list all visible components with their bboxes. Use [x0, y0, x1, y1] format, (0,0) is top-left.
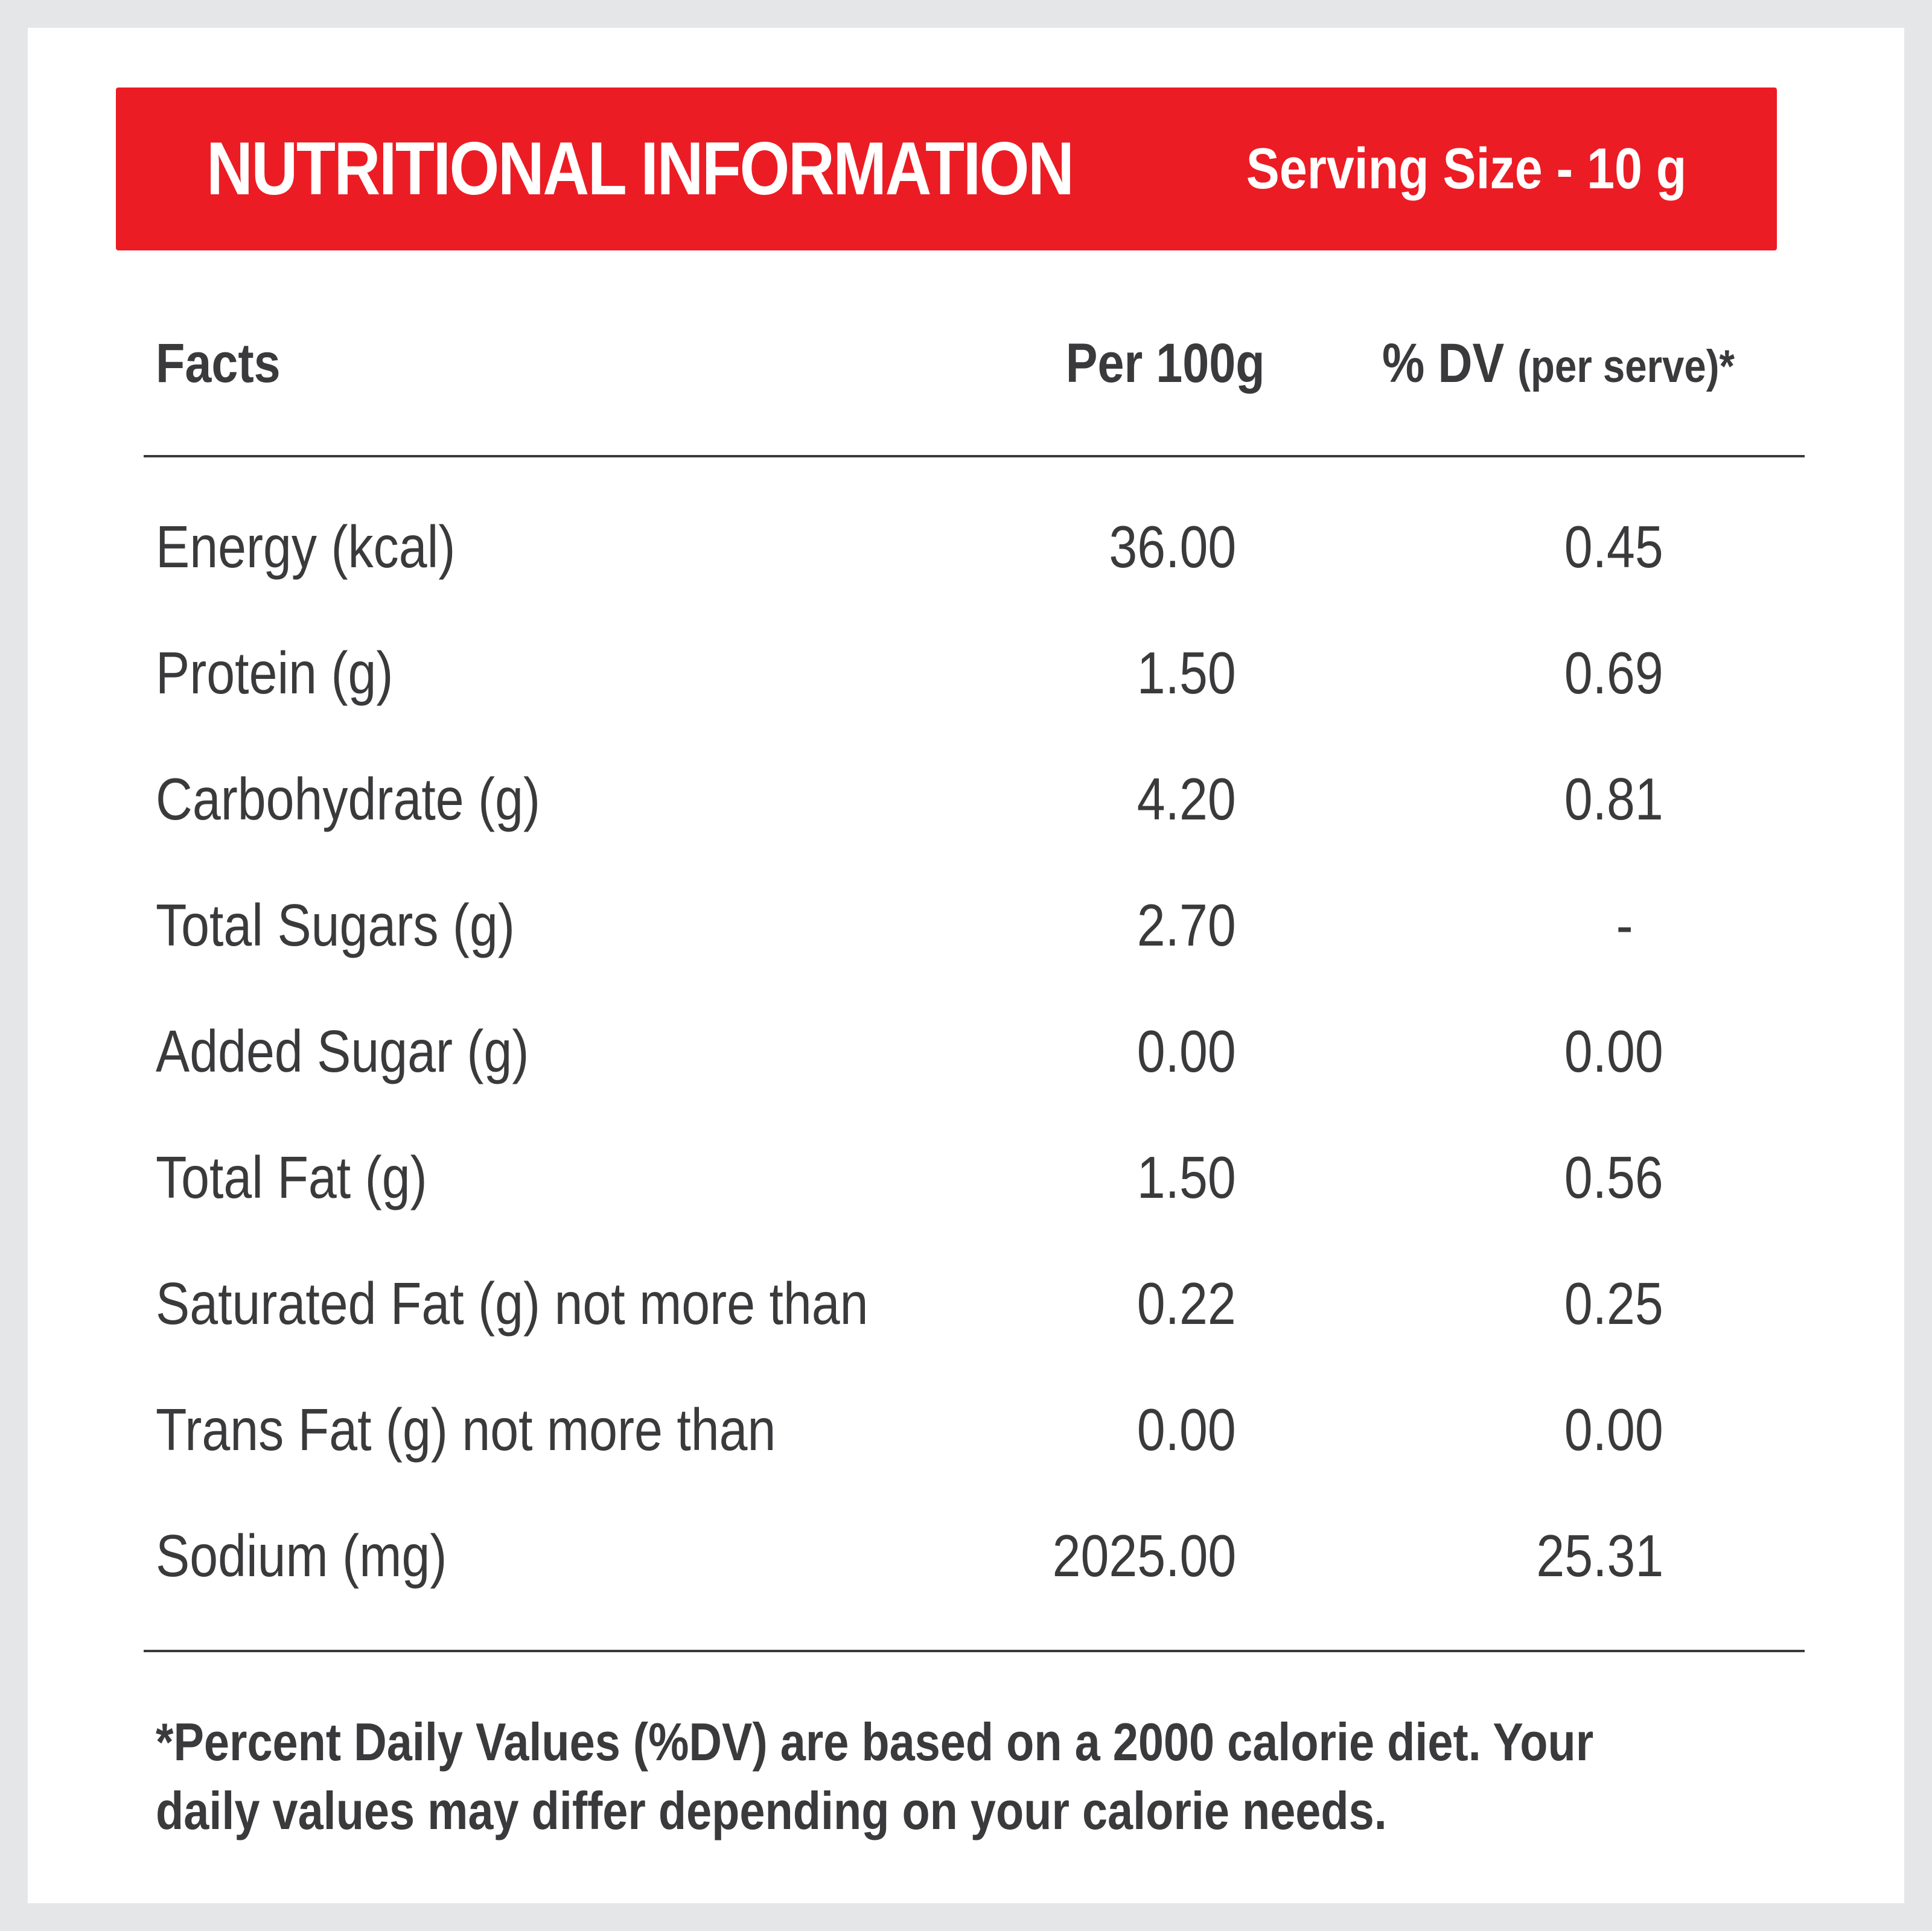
row-label: Total Fat (g) [156, 1144, 427, 1210]
row-label: Carbohydrate (g) [156, 766, 541, 832]
nutrition-banner: NUTRITIONAL INFORMATION Serving Size - 1… [116, 87, 1777, 250]
serving-size: Serving Size - 10 g [1246, 136, 1686, 201]
row-label: Sodium (mg) [156, 1522, 447, 1589]
header-divider [144, 455, 1805, 457]
nutrition-rows: Energy (kcal) 36.00 0.45 Protein (g) 1.5… [116, 513, 1777, 1648]
row-label: Energy (kcal) [156, 514, 456, 580]
table-row: Sodium (mg) 2025.00 25.31 [116, 1522, 1777, 1648]
header-facts: Facts [156, 332, 281, 394]
row-dv: 0.81 [1564, 766, 1663, 832]
footer-divider [144, 1650, 1805, 1652]
header-dv-sub: (per serve)* [1517, 341, 1735, 392]
table-row: Energy (kcal) 36.00 0.45 [116, 513, 1777, 639]
row-per-100g: 0.00 [1137, 1018, 1236, 1084]
banner-title: NUTRITIONAL INFORMATION [206, 127, 1074, 211]
row-label: Added Sugar (g) [156, 1018, 529, 1084]
footnote: *Percent Daily Values (%DV) are based on… [156, 1712, 1594, 1840]
row-label: Protein (g) [156, 640, 394, 706]
row-dv: 25.31 [1536, 1522, 1663, 1589]
row-per-100g: 0.22 [1137, 1270, 1236, 1337]
row-dv: 0.25 [1564, 1270, 1663, 1337]
table-row: Saturated Fat (g) not more than 0.22 0.2… [116, 1270, 1777, 1396]
table-row: Added Sugar (g) 0.00 0.00 [116, 1017, 1777, 1144]
nutrition-card [28, 28, 1904, 1903]
table-header: Facts Per 100g % DV (per serve)* [116, 320, 1777, 404]
table-row: Protein (g) 1.50 0.69 [116, 639, 1777, 765]
table-row: Total Fat (g) 1.50 0.56 [116, 1144, 1777, 1270]
row-dv: 0.00 [1564, 1018, 1663, 1084]
row-per-100g: 36.00 [1109, 514, 1236, 580]
row-per-100g: 2.70 [1137, 892, 1236, 958]
row-per-100g: 4.20 [1137, 766, 1236, 832]
table-row: Trans Fat (g) not more than 0.00 0.00 [116, 1396, 1777, 1522]
row-dv: 0.56 [1564, 1144, 1663, 1210]
header-per-100g: Per 100g [1066, 332, 1265, 394]
row-dv: - [1616, 892, 1633, 958]
row-dv: 0.45 [1564, 514, 1663, 580]
row-label: Saturated Fat (g) not more than [156, 1270, 869, 1337]
row-per-100g: 0.00 [1137, 1396, 1236, 1463]
row-label: Trans Fat (g) not more than [156, 1396, 776, 1463]
table-row: Total Sugars (g) 2.70 - [116, 891, 1777, 1017]
header-dv-main: % DV [1382, 332, 1505, 394]
row-per-100g: 2025.00 [1052, 1522, 1236, 1589]
header-dv: % DV (per serve)* [1382, 332, 1735, 395]
row-dv: 0.00 [1564, 1396, 1663, 1463]
row-dv: 0.69 [1564, 640, 1663, 706]
table-row: Carbohydrate (g) 4.20 0.81 [116, 765, 1777, 891]
row-label: Total Sugars (g) [156, 892, 515, 958]
row-per-100g: 1.50 [1137, 640, 1236, 706]
row-per-100g: 1.50 [1137, 1144, 1236, 1210]
